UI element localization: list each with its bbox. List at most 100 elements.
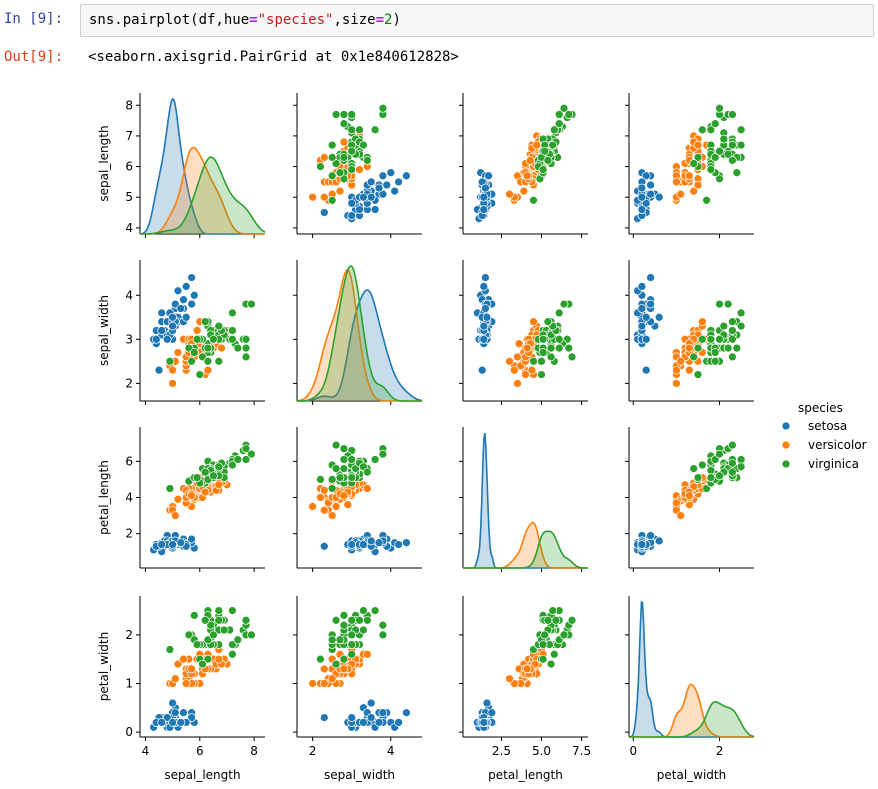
code-editor[interactable]: sns.pairplot(df,hue="species",size=2) — [80, 4, 874, 37]
point-setosa — [366, 713, 376, 722]
point-setosa — [355, 205, 364, 214]
point-versicolor — [214, 480, 224, 490]
point-virginica — [192, 334, 202, 344]
subplot-petal_length-vs-sepal_length: 2 4 6 — [125, 427, 265, 572]
point-virginica — [728, 334, 737, 344]
point-setosa — [479, 205, 489, 214]
point-versicolor — [335, 186, 345, 196]
y-tick-label: 4 — [125, 221, 133, 235]
point-virginica — [209, 471, 218, 481]
point-virginica — [529, 356, 538, 366]
legend-title: species — [798, 401, 843, 415]
point-virginica — [316, 162, 325, 171]
point-virginica — [214, 615, 224, 625]
point-virginica — [537, 356, 546, 366]
point-versicolor — [689, 186, 699, 196]
point-virginica — [359, 625, 368, 635]
point-virginica — [728, 140, 737, 150]
point-virginica — [189, 611, 199, 620]
point-setosa — [646, 273, 655, 282]
point-virginica — [219, 625, 229, 635]
y-tick-label: 0 — [125, 725, 133, 739]
point-versicolor — [355, 165, 364, 174]
point-virginica — [554, 334, 564, 344]
point-virginica — [736, 455, 746, 464]
point-virginica — [543, 317, 553, 327]
point-setosa — [366, 177, 376, 187]
point-setosa — [157, 326, 167, 335]
point-setosa — [487, 708, 497, 718]
code-line[interactable]: sns.pairplot(df,hue="species",size=2) — [89, 12, 401, 28]
point-versicolor — [179, 654, 188, 664]
point-setosa — [481, 273, 490, 282]
subplot-sepal_width-vs-sepal_width — [293, 260, 423, 405]
point-virginica — [559, 299, 569, 309]
point-virginica — [567, 352, 577, 362]
point-setosa — [187, 299, 196, 309]
point-setosa — [319, 541, 329, 551]
point-virginica — [554, 343, 564, 353]
point-virginica — [195, 370, 205, 379]
point-virginica — [537, 370, 546, 379]
point-setosa — [482, 312, 492, 322]
point-virginica — [540, 146, 550, 156]
point-virginica — [355, 125, 364, 135]
point-versicolor — [319, 505, 329, 515]
point-virginica — [693, 153, 703, 162]
point-setosa — [189, 290, 199, 300]
point-virginica — [331, 659, 341, 669]
point-virginica — [233, 455, 243, 464]
point-versicolor — [181, 679, 191, 688]
point-setosa — [374, 718, 384, 727]
point-virginica — [736, 321, 746, 331]
point-virginica — [203, 635, 213, 645]
subplot-petal_width-vs-petal_length: 2.5 5.0 7.5 — [459, 596, 591, 758]
point-versicolor — [519, 186, 529, 196]
point-setosa — [168, 718, 177, 727]
point-virginica — [203, 343, 213, 353]
point-virginica — [359, 606, 368, 615]
point-virginica — [719, 321, 729, 331]
point-versicolor — [525, 156, 535, 165]
point-versicolor — [697, 317, 707, 327]
point-setosa — [157, 718, 167, 727]
point-virginica — [339, 455, 349, 464]
code-token: sns.pairplot(df,hue — [89, 12, 250, 28]
point-virginica — [347, 640, 357, 649]
point-versicolor — [505, 189, 514, 199]
point-versicolor — [308, 502, 317, 511]
kde-line-versicolor — [140, 146, 265, 235]
point-virginica — [715, 103, 724, 113]
point-virginica — [689, 464, 699, 473]
point-versicolor — [173, 494, 183, 504]
point-virginica — [538, 348, 548, 357]
point-setosa — [646, 180, 655, 190]
point-virginica — [728, 110, 737, 119]
point-setosa — [347, 211, 357, 220]
point-virginica — [719, 134, 729, 144]
point-versicolor — [327, 674, 337, 684]
point-virginica — [538, 654, 548, 664]
point-virginica — [233, 635, 243, 645]
subplot-sepal_length-vs-petal_width — [625, 93, 754, 238]
y-axis-label-petal_width: petal_width — [97, 632, 111, 701]
point-virginica — [339, 464, 349, 473]
point-setosa — [654, 536, 664, 546]
x-tick-label: 2 — [716, 744, 724, 758]
point-virginica — [529, 195, 538, 205]
point-setosa — [654, 312, 664, 322]
point-virginica — [554, 110, 564, 119]
point-virginica — [549, 125, 559, 135]
point-virginica — [710, 119, 720, 129]
point-virginica — [378, 449, 388, 459]
y-tick-label: 5 — [125, 190, 133, 204]
point-versicolor — [168, 379, 177, 388]
x-tick-label: 4 — [142, 744, 150, 758]
point-virginica — [241, 352, 251, 362]
input-cell[interactable]: In [9]: sns.pairplot(df,hue="species",si… — [0, 0, 878, 42]
point-versicolor — [308, 679, 317, 688]
point-virginica — [693, 370, 703, 379]
point-virginica — [697, 334, 707, 344]
point-virginica — [200, 615, 210, 625]
